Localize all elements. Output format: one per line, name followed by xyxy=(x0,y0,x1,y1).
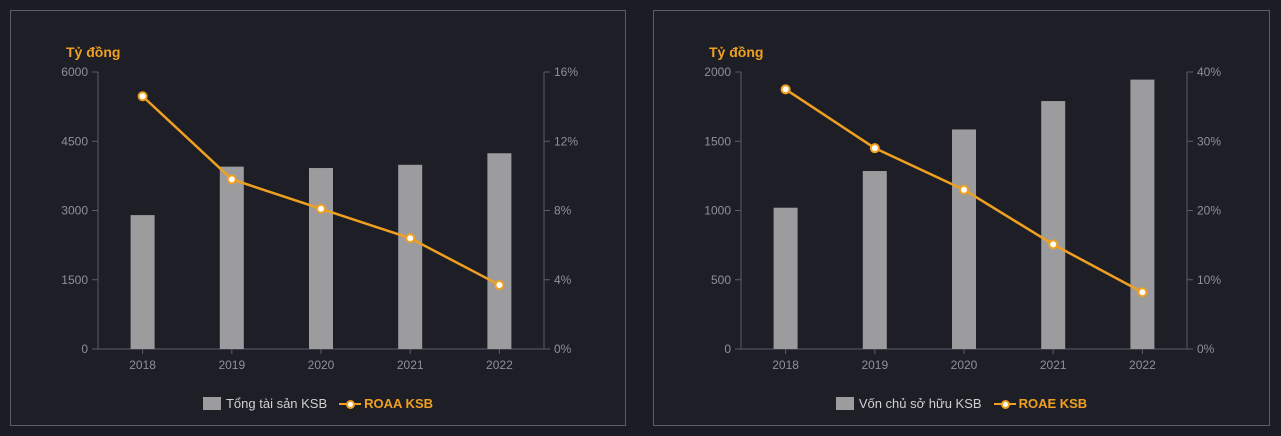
chart-svg: 0 500 1000 1500 2000 0% 10% 20% 30% 40% 2018 2019 20… xyxy=(704,65,1221,372)
y2-tick-label: 12% xyxy=(554,134,578,148)
line-point xyxy=(1137,287,1148,298)
y2-tick-label: 0% xyxy=(554,342,572,356)
bar xyxy=(309,168,333,349)
bar xyxy=(952,129,976,349)
legend: Vốn chủ sở hữu KSB ROAE KSB xyxy=(654,396,1269,411)
line-point xyxy=(869,143,880,154)
bar xyxy=(398,164,423,349)
legend-line-label: ROAA KSB xyxy=(364,396,434,411)
x-tick-label: 2022 xyxy=(1129,358,1156,372)
y-tick-label: 1000 xyxy=(704,204,731,218)
line-point xyxy=(226,174,237,185)
x-tick-label: 2020 xyxy=(951,358,978,372)
legend-bar-swatch xyxy=(202,397,221,410)
y2-tick-label: 10% xyxy=(1197,273,1221,287)
y-tick-label: 2000 xyxy=(704,65,731,79)
x-tick-label: 2019 xyxy=(861,358,888,372)
line-point xyxy=(137,91,148,102)
line-point xyxy=(405,233,416,244)
line-point xyxy=(494,279,505,290)
y-tick-label: 500 xyxy=(711,273,731,287)
legend-bar-label: Vốn chủ sở hữu KSB xyxy=(858,396,982,411)
y-tick-label: 3000 xyxy=(61,204,88,218)
x-tick-label: 2019 xyxy=(218,358,245,372)
legend: Tổng tài sản KSB ROAA KSB xyxy=(11,396,625,411)
chart-panel-total-assets: Tỷ đồng 0 1500 3000 4500 6000 0% 4% 8% 12% 16% 201… xyxy=(10,10,626,426)
y2-tick-label: 30% xyxy=(1197,134,1221,148)
y-tick-label: 0 xyxy=(724,342,731,356)
line-point xyxy=(959,184,969,195)
x-tick-label: 2022 xyxy=(486,358,513,372)
x-tick-label: 2018 xyxy=(129,358,156,372)
bar xyxy=(219,166,244,349)
bar xyxy=(130,215,155,349)
x-tick-label: 2018 xyxy=(772,358,799,372)
bar xyxy=(1130,79,1155,350)
x-tick-label: 2021 xyxy=(397,358,424,372)
legend-bar-label: Tổng tài sản KSB xyxy=(225,396,328,411)
y-tick-label: 4500 xyxy=(61,134,88,148)
bar xyxy=(1041,101,1066,350)
y-axis-unit-label: Tỷ đồng xyxy=(709,44,764,60)
y2-tick-label: 20% xyxy=(1197,204,1221,218)
y-tick-label: 1500 xyxy=(61,273,88,287)
chart-svg: 0 1500 3000 4500 6000 0% 4% 8% 12% 16% 2018 2019 202… xyxy=(61,65,578,372)
y2-tick-label: 8% xyxy=(554,204,572,218)
x-tick-label: 2020 xyxy=(308,358,335,372)
y2-tick-label: 16% xyxy=(554,65,578,79)
y2-tick-label: 40% xyxy=(1197,65,1221,79)
y-axis-unit-label: Tỷ đồng xyxy=(66,44,121,60)
legend-line-swatch xyxy=(339,397,362,410)
y2-tick-label: 0% xyxy=(1197,342,1215,356)
bar xyxy=(487,153,512,349)
x-tick-label: 2021 xyxy=(1040,358,1067,372)
y-tick-label: 6000 xyxy=(61,65,88,79)
bar xyxy=(773,207,798,349)
line-point xyxy=(316,203,326,214)
y-tick-label: 0 xyxy=(81,342,88,356)
legend-line-swatch xyxy=(993,397,1016,410)
y-tick-label: 1500 xyxy=(704,134,731,148)
legend-bar-swatch xyxy=(835,397,854,410)
line-point xyxy=(1048,239,1059,250)
line-point xyxy=(780,84,791,95)
y2-tick-label: 4% xyxy=(554,273,572,287)
chart-panel-equity: Tỷ đồng 0 500 1000 1500 2000 0% 10% 20% 30% 40% 20… xyxy=(653,10,1270,426)
legend-line-label: ROAE KSB xyxy=(1018,396,1088,411)
bar xyxy=(862,171,887,349)
